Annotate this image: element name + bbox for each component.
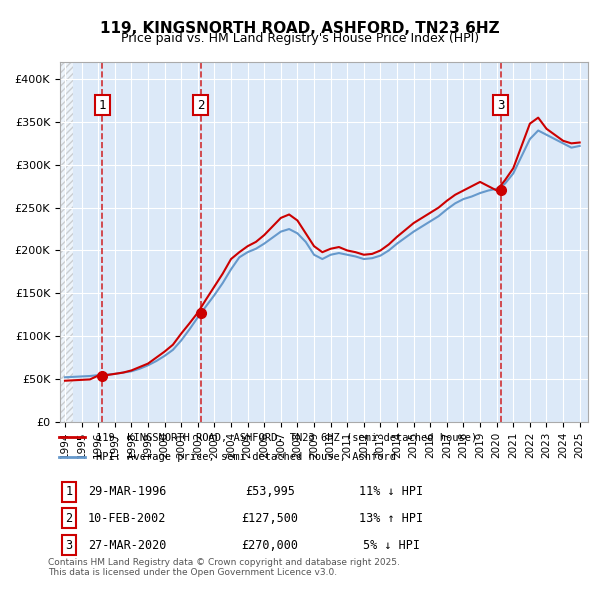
Text: 29-MAR-1996: 29-MAR-1996 [88, 486, 166, 499]
Text: £53,995: £53,995 [245, 486, 295, 499]
Text: Contains HM Land Registry data © Crown copyright and database right 2025.
This d: Contains HM Land Registry data © Crown c… [48, 558, 400, 577]
Text: 5% ↓ HPI: 5% ↓ HPI [362, 539, 420, 552]
Text: £127,500: £127,500 [241, 512, 298, 525]
Text: 3: 3 [65, 539, 73, 552]
Text: 1: 1 [65, 486, 73, 499]
Text: 13% ↑ HPI: 13% ↑ HPI [359, 512, 423, 525]
Bar [60, 62, 73, 422]
Text: 1: 1 [98, 99, 106, 112]
Text: HPI: Average price, semi-detached house, Ashford: HPI: Average price, semi-detached house,… [95, 452, 395, 461]
Text: 27-MAR-2020: 27-MAR-2020 [88, 539, 166, 552]
Text: 10-FEB-2002: 10-FEB-2002 [88, 512, 166, 525]
Text: 11% ↓ HPI: 11% ↓ HPI [359, 486, 423, 499]
Text: £270,000: £270,000 [241, 539, 298, 552]
Text: 3: 3 [497, 99, 505, 112]
Text: 119, KINGSNORTH ROAD, ASHFORD, TN23 6HZ: 119, KINGSNORTH ROAD, ASHFORD, TN23 6HZ [100, 21, 500, 35]
Text: 2: 2 [65, 512, 73, 525]
Text: 119, KINGSNORTH ROAD, ASHFORD, TN23 6HZ (semi-detached house): 119, KINGSNORTH ROAD, ASHFORD, TN23 6HZ … [95, 432, 477, 442]
Text: Price paid vs. HM Land Registry's House Price Index (HPI): Price paid vs. HM Land Registry's House … [121, 32, 479, 45]
Text: 2: 2 [197, 99, 205, 112]
